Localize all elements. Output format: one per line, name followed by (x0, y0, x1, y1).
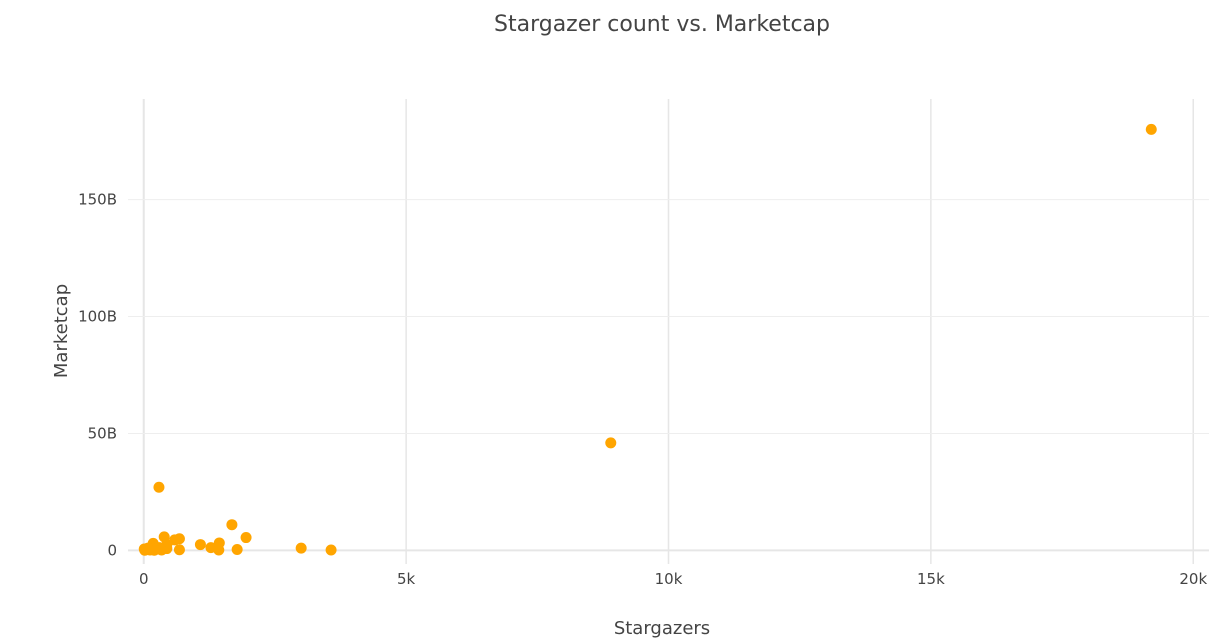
data-points[interactable] (138, 123, 1157, 556)
data-point[interactable] (173, 544, 185, 556)
data-point[interactable] (226, 519, 238, 531)
x-tick-label: 20k (1179, 570, 1207, 588)
data-point[interactable] (194, 539, 206, 551)
data-point[interactable] (213, 544, 225, 556)
y-tick-label: 0 (107, 541, 117, 559)
data-point[interactable] (1145, 123, 1157, 135)
tick-labels: 0 5k 10k 15k 20k 0 50B 100B 150B (78, 191, 1207, 588)
y-tick-label: 100B (78, 308, 117, 326)
x-tick-label: 5k (397, 570, 416, 588)
x-tick-label: 10k (655, 570, 683, 588)
x-axis-title: Stargazers (614, 618, 710, 639)
data-point[interactable] (169, 534, 181, 546)
data-point[interactable] (605, 437, 617, 449)
y-axis-title: Marketcap (51, 284, 72, 378)
data-point[interactable] (295, 542, 307, 554)
data-point[interactable] (240, 532, 252, 544)
chart-title: Stargazer count vs. Marketcap (494, 12, 830, 37)
y-tick-label: 50B (88, 424, 117, 442)
y-tick-label: 150B (78, 191, 117, 209)
data-point[interactable] (156, 544, 168, 556)
x-tick-label: 0 (139, 570, 149, 588)
data-point[interactable] (142, 542, 154, 554)
x-tick-label: 15k (917, 570, 945, 588)
gridlines (128, 99, 1209, 564)
data-point[interactable] (325, 544, 337, 556)
data-point[interactable] (153, 481, 165, 493)
data-point[interactable] (231, 543, 243, 555)
